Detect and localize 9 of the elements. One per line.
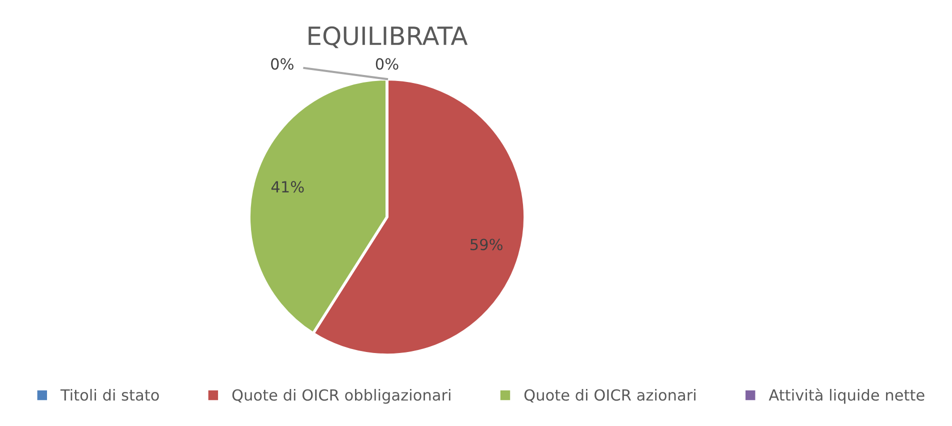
legend-label: Titoli di stato	[60, 388, 159, 401]
data-label: 41%	[271, 181, 304, 193]
legend-label: Quote di OICR obbligazionari	[232, 388, 450, 404]
text: 0%	[376, 58, 398, 70]
legend-label: Quote di OICR azionari	[524, 388, 696, 403]
data-label: 59%	[470, 238, 502, 250]
legend-label: Attività liquide nette	[768, 388, 924, 404]
chart-title: EQUILIBRATA	[308, 26, 468, 48]
text: 0%	[271, 58, 294, 70]
